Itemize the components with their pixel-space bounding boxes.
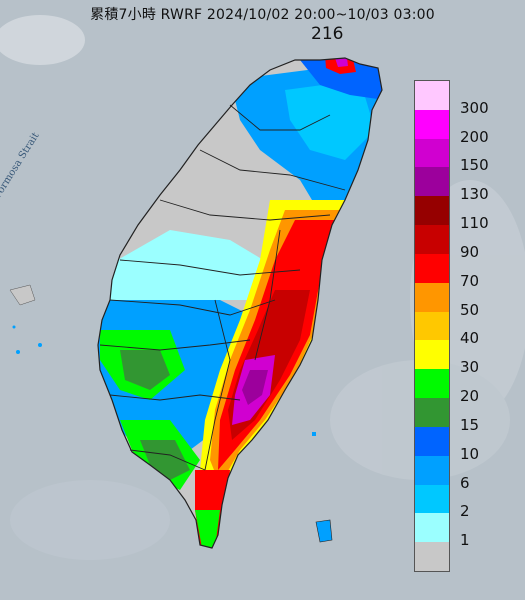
legend-label: 30 xyxy=(460,358,480,377)
legend-label: 2 xyxy=(460,502,470,521)
legend-swatch xyxy=(415,167,449,197)
rainfall-legend xyxy=(414,80,450,572)
legend-swatch xyxy=(415,542,449,571)
legend-label: 200 xyxy=(460,127,489,146)
legend-swatch xyxy=(415,81,449,110)
legend-label: 150 xyxy=(460,156,489,175)
legend-swatch xyxy=(415,340,449,370)
legend-swatch xyxy=(415,138,449,168)
legend-swatch xyxy=(415,253,449,283)
legend-label: 40 xyxy=(460,329,480,348)
legend-label: 1 xyxy=(460,531,470,550)
legend-swatch xyxy=(415,311,449,341)
legend-label: 70 xyxy=(460,271,480,290)
legend-label: 6 xyxy=(460,473,470,492)
orchid-island xyxy=(315,519,333,543)
penghu-islands xyxy=(9,284,42,354)
legend-swatch xyxy=(415,225,449,254)
max-rainfall-label: 216 xyxy=(311,24,344,44)
legend-swatch xyxy=(415,398,449,427)
legend-label: 10 xyxy=(460,444,480,463)
legend-swatch xyxy=(415,196,449,226)
legend-swatch xyxy=(415,426,449,456)
legend-swatch xyxy=(415,109,449,139)
map-title: 累積7小時 RWRF 2024/10/02 20:00~10/03 03:00 xyxy=(90,7,435,23)
legend-label: 90 xyxy=(460,242,480,261)
legend-label: 20 xyxy=(460,387,480,406)
island-coastline xyxy=(97,57,383,549)
county-borders xyxy=(99,104,346,471)
legend-swatch xyxy=(415,369,449,399)
legend-label: 130 xyxy=(460,185,489,204)
legend-swatch xyxy=(415,455,449,485)
legend-label: 300 xyxy=(460,98,489,117)
legend-swatch xyxy=(415,513,449,543)
legend-swatch xyxy=(415,484,449,514)
legend-label: 110 xyxy=(460,214,489,233)
legend-swatch xyxy=(415,282,449,312)
legend-label: 15 xyxy=(460,415,480,434)
legend-label: 50 xyxy=(460,300,480,319)
green-island xyxy=(312,432,316,436)
